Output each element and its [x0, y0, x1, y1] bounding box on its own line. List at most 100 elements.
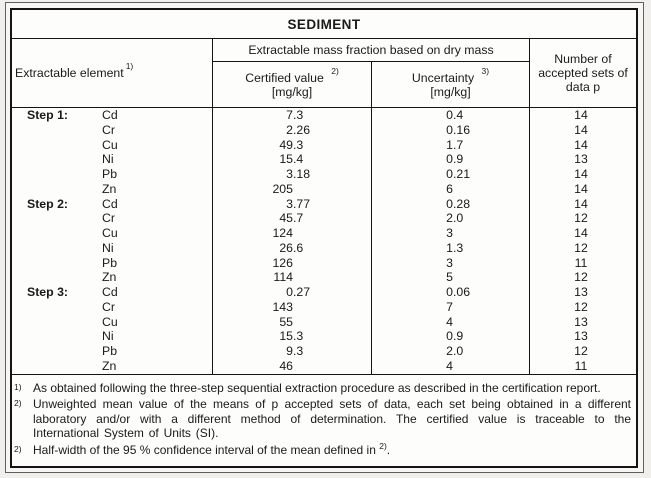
certified-value-cell-fraction-part: .3: [293, 137, 304, 152]
accepted-sets-cell: 13: [574, 152, 588, 167]
certified-value-cell: 49.3: [213, 137, 372, 153]
extractable-element-label: Extractable element: [15, 66, 124, 80]
certified-value-cell-fraction-part: .6: [293, 240, 304, 255]
certified-value-cell: 15.3: [213, 329, 372, 345]
element-symbol: Ni: [102, 329, 114, 344]
accepted-sets-cell: 12: [574, 211, 588, 226]
uncertainty-value-cell: 5: [372, 270, 530, 286]
element-symbol: Zn: [102, 359, 117, 374]
footnote-text: Half-width of the 95 % confidence interv…: [33, 440, 391, 457]
uncertainty-value-cell-integer-part: 6: [446, 181, 453, 196]
table-header: Extractable element 1) Extractable mass f…: [12, 39, 636, 108]
certified-value-cell-fraction-part: .3: [293, 108, 304, 122]
footnote-1: 1) As obtained following the three-step s…: [14, 381, 633, 395]
footnote-inline-ref: 2): [379, 440, 387, 451]
uncertainty-value-cell-integer-part: 0: [446, 152, 453, 167]
uncertainty-value-cell: 3: [372, 226, 530, 241]
row-element-cell: Ni: [12, 240, 213, 256]
certified-values-table: SEDIMENT Extractable element 1) Extractab…: [10, 8, 638, 468]
certified-value-cell: 15.4: [213, 152, 372, 168]
row-element-cell: Zn: [12, 359, 213, 374]
row-element-cell: Cr: [12, 122, 213, 138]
uncertainty-value-cell-fraction-part: .0: [453, 344, 464, 359]
uncertainty-value-cell-integer-part: 0: [446, 108, 453, 122]
certified-value-cell: 26.6: [213, 240, 372, 256]
uncertainty-value-cell: 0.9: [372, 329, 530, 345]
step-label: Step 3:: [27, 285, 68, 300]
certified-value-cell: 143: [213, 299, 372, 315]
accepted-sets-cell: 11: [574, 359, 588, 374]
certified-value-cell: 126: [213, 255, 372, 271]
uncertainty-value-cell: 0.4: [372, 108, 530, 123]
certified-value-cell-fraction-part: .7: [293, 211, 304, 226]
certified-value-cell-integer-part: 114: [273, 270, 293, 285]
certified-value-cell: 46: [213, 359, 372, 374]
uncertainty-value-cell-fraction-part: .9: [453, 152, 464, 167]
row-element-cell: Ni: [12, 329, 213, 345]
row-element-cell: Cr: [12, 299, 213, 315]
uncertainty-value-cell-fraction-part: .7: [453, 137, 464, 152]
row-element-cell: Pb: [12, 344, 213, 360]
accepted-sets-label: Number of accepted sets of data p: [538, 52, 628, 94]
accepted-sets-cell: 11: [574, 255, 588, 270]
certified-value-cell: 205: [213, 181, 372, 197]
uncertainty-value-cell-fraction-part: .0: [453, 211, 464, 226]
footnote-marker: 2): [14, 398, 22, 409]
row-element-cell: Step 3: Cd: [12, 285, 213, 300]
uncertainty-value-cell-integer-part: 3: [446, 226, 453, 241]
element-symbol: Cu: [102, 137, 118, 152]
uncertainty-value-cell-fraction-part: .28: [453, 196, 471, 211]
certified-value-cell: 9.3: [213, 344, 372, 360]
certified-value-cell-fraction-part: .27: [293, 285, 311, 300]
uncertainty-value-cell-integer-part: 0: [446, 285, 453, 300]
accepted-sets-cell: 14: [574, 167, 588, 182]
certified-value-cell-fraction-part: .77: [293, 196, 311, 211]
footnote-marker: 2): [14, 443, 22, 454]
uncertainty-value-cell-integer-part: 0: [446, 329, 453, 344]
certified-value-cell-integer-part: 205: [272, 181, 293, 196]
uncertainty-value-cell-fraction-part: .16: [453, 122, 471, 137]
accepted-sets-cell: 14: [574, 108, 588, 122]
certified-value-cell-integer-part: 49: [279, 137, 293, 152]
uncertainty-value-cell: 2.0: [372, 344, 530, 360]
mass-fraction-label: Extractable mass fraction based on dry m…: [248, 43, 494, 57]
accepted-sets-cell: 13: [574, 314, 588, 329]
accepted-sets-cell: 14: [574, 137, 588, 152]
certified-value-cell: 114: [213, 270, 372, 286]
row-element-cell: Cu: [12, 314, 213, 330]
accepted-sets-cell: 12: [574, 299, 588, 314]
element-symbol: Cd: [102, 285, 118, 300]
footnote-text: As obtained following the three-step seq…: [33, 381, 601, 395]
accepted-sets-cell: 13: [574, 329, 588, 344]
element-symbol: Zn: [102, 270, 117, 285]
row-element-cell: Zn: [12, 181, 213, 197]
uncertainty-value-cell: 4: [372, 359, 530, 374]
uncertainty-value-cell: 0.9: [372, 152, 530, 168]
accepted-sets-cell: 14: [574, 226, 588, 241]
certified-value-cell-integer-part: 3: [286, 167, 293, 182]
certified-value-cell: 45.7: [213, 211, 372, 227]
footnote-marker: 1): [14, 382, 22, 392]
uncertainty-value-cell-integer-part: 4: [446, 314, 453, 329]
uncertainty-value-cell: 0.16: [372, 122, 530, 138]
uncertainty-value-cell-fraction-part: .21: [453, 167, 471, 182]
uncertainty-value-cell-integer-part: 3: [446, 255, 453, 270]
row-element-cell: Pb: [12, 167, 213, 182]
certified-value-cell-integer-part: 46: [279, 359, 293, 374]
uncertainty-value-cell-integer-part: 7: [446, 299, 453, 314]
element-symbol: Ni: [102, 152, 114, 167]
uncertainty-value-cell: 1.7: [372, 137, 530, 153]
element-symbol: Cr: [102, 299, 115, 314]
uncertainty-value-cell-integer-part: 0: [446, 122, 453, 137]
uncertainty-value-cell-integer-part: 5: [446, 270, 453, 285]
row-element-cell: Zn: [12, 270, 213, 286]
footnotes-section: 1) As obtained following the three-step s…: [12, 375, 636, 466]
certified-value-cell: 124: [213, 226, 372, 241]
uncertainty-value-cell-integer-part: 0: [446, 196, 453, 211]
certified-value-cell-fraction-part: .3: [293, 344, 304, 359]
uncertainty-value-cell-integer-part: 2: [446, 211, 453, 226]
certified-value-cell-integer-part: 55: [279, 314, 293, 329]
uncertainty-value-cell-integer-part: 1: [446, 240, 453, 255]
uncertainty-value-cell-fraction-part: .3: [453, 240, 464, 255]
uncertainty-value-cell-integer-part: 4: [446, 359, 453, 374]
